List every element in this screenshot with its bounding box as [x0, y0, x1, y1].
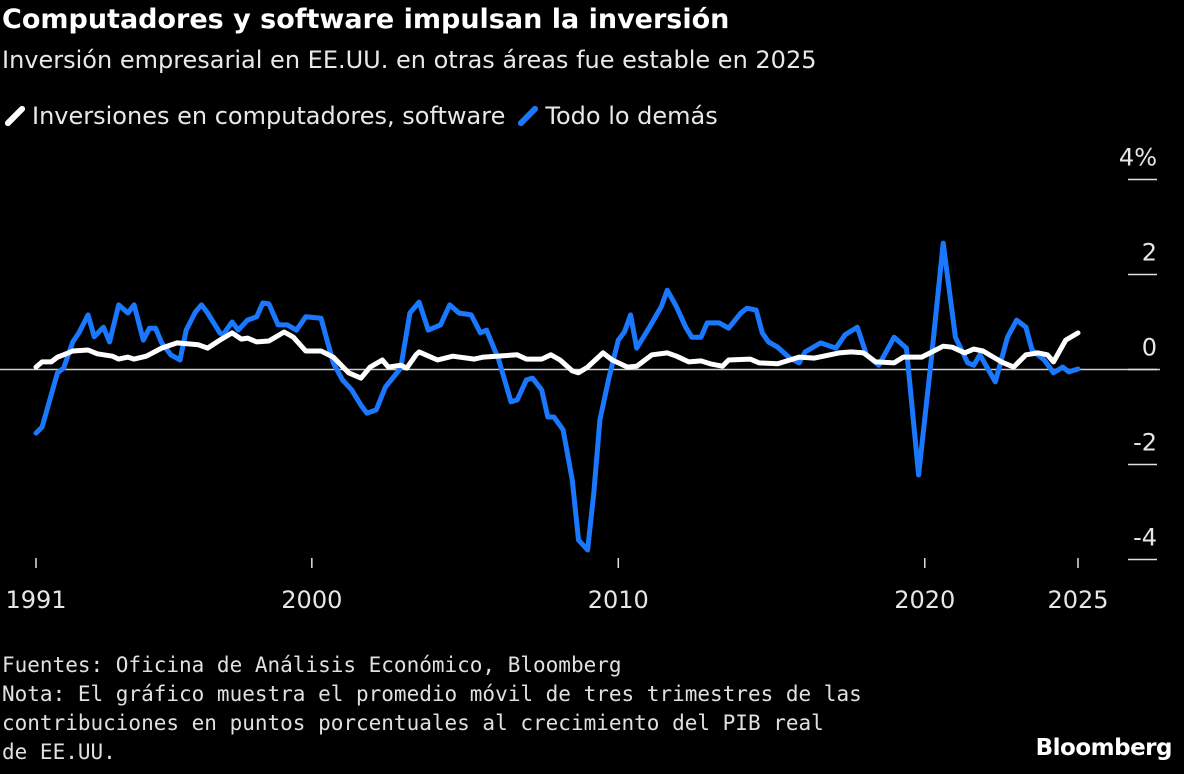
legend-label-software: Inversiones en computadores, software	[32, 102, 506, 130]
sources-text: Fuentes: Oficina de Análisis Económico, …	[2, 653, 622, 677]
x-tick-label: 2000	[281, 586, 342, 614]
y-tick-label: -4	[1133, 524, 1157, 552]
x-tick-label: 2020	[894, 586, 955, 614]
x-tick-label: 1991	[5, 586, 66, 614]
footer: Fuentes: Oficina de Análisis Económico, …	[2, 651, 862, 767]
legend-label-other: Todo lo demás	[545, 102, 718, 130]
legend: Inversiones en computadores, software To…	[3, 102, 730, 130]
y-tick-label: 0	[1142, 334, 1157, 362]
legend-item-software: Inversiones en computadores, software	[3, 102, 506, 130]
line-chart: 4% 2 0 -2 -4 1991 2000 2010 2020 2025	[0, 144, 1160, 614]
y-tick-label: 4%	[1119, 144, 1157, 172]
x-tick-label: 2010	[588, 586, 649, 614]
chart-subtitle: Inversión empresarial en EE.UU. en otras…	[2, 46, 817, 74]
chart-title: Computadores y software impulsan la inve…	[2, 4, 730, 35]
series-line-other	[33, 240, 1081, 553]
y-tick-label: 2	[1142, 239, 1157, 267]
series-line-software	[33, 329, 1081, 381]
y-tick-label: -2	[1133, 429, 1157, 457]
legend-item-other: Todo lo demás	[517, 102, 718, 130]
note-text: Nota: El gráfico muestra el promedio móv…	[2, 682, 862, 764]
bloomberg-logo: Bloomberg	[1035, 735, 1173, 761]
x-tick-label: 2025	[1047, 586, 1108, 614]
